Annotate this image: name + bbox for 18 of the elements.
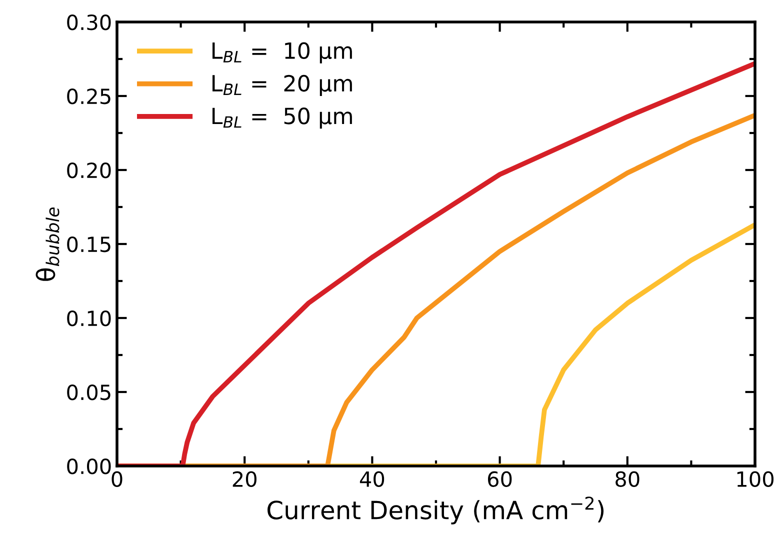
x-tick-label: 0 xyxy=(112,471,122,487)
x-tick-label: 60 xyxy=(488,471,512,487)
legend-label: L$_{BL}$ = 50 μm xyxy=(212,108,352,129)
legend-label: L$_{BL}$ = 20 μm xyxy=(212,74,352,96)
y-tick-label: 0.30 xyxy=(67,14,111,30)
y-tick-label: 0.10 xyxy=(67,310,111,326)
y-tick-label: 0.25 xyxy=(67,88,110,104)
y-tick-label: 0.05 xyxy=(67,384,110,400)
y-axis-title: θ$_{bubble}$ xyxy=(36,207,60,281)
y-tick-label: 0.15 xyxy=(67,236,110,252)
x-tick-label: 20 xyxy=(232,471,256,487)
y-tick-label: 0.00 xyxy=(67,458,111,474)
x-axis-title: Current Density (mA cm$^{−2}$) xyxy=(268,496,604,524)
x-tick-label: 40 xyxy=(360,471,384,487)
legend-label: L$_{BL}$ = 10 μm xyxy=(212,42,352,64)
y-tick-label: 0.20 xyxy=(67,162,111,178)
x-tick-label: 80 xyxy=(616,471,640,487)
x-tick-label: 100 xyxy=(737,471,774,487)
